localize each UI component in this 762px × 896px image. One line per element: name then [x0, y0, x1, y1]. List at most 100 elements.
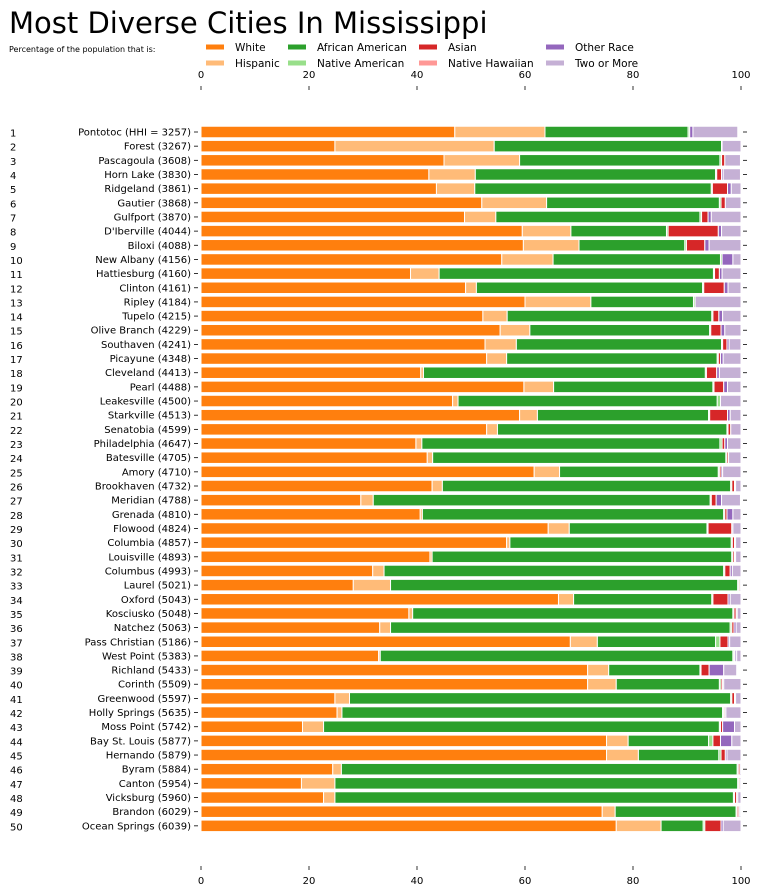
- bar-segment: [200, 564, 374, 578]
- rank-label: 3: [10, 157, 16, 168]
- bar-segment: [721, 139, 742, 153]
- bar-segment: [482, 309, 508, 323]
- bar-segment: [410, 267, 440, 280]
- bar-segment: [715, 635, 721, 649]
- rank-label: 49: [10, 808, 23, 819]
- bar-row: 47 Canton (5954): [10, 777, 747, 791]
- bar-segment: [334, 777, 739, 790]
- bar-row: 49 Brandon (6029): [10, 805, 747, 819]
- category-label: Pascagoula (3608): [98, 156, 191, 167]
- rank-label: 19: [10, 383, 23, 394]
- legend-swatch: [546, 44, 564, 50]
- bar-segment: [569, 635, 598, 649]
- rank-label: 9: [10, 242, 16, 253]
- bar-segment: [421, 437, 721, 450]
- rank-label: 16: [10, 341, 23, 352]
- bar-row: 48 Vicksburg (5960): [10, 791, 747, 805]
- bar-segment: [728, 338, 742, 351]
- rank-label: 18: [10, 369, 23, 380]
- bar-segment: [732, 508, 742, 521]
- bar-row: 4 Horn Lake (3830): [10, 168, 747, 182]
- bar-row: 11 Hattiesburg (4160): [10, 267, 747, 281]
- category-label: Natchez (5063): [114, 623, 191, 634]
- rank-label: 12: [10, 284, 23, 295]
- bar-segment: [200, 210, 466, 224]
- category-label: Clinton (4161): [119, 283, 191, 294]
- bar-segment: [431, 550, 733, 564]
- bar-segment: [708, 663, 725, 677]
- bar-segment: [722, 338, 728, 351]
- category-label: Biloxi (4088): [128, 241, 191, 252]
- bar-segment: [383, 564, 725, 578]
- rank-label: 27: [10, 497, 23, 508]
- bar-segment: [352, 578, 392, 592]
- bar-segment: [475, 281, 704, 295]
- bar-segment: [606, 748, 639, 762]
- bar-segment: [441, 479, 732, 493]
- bar-segment: [200, 281, 467, 295]
- bar-segment: [200, 663, 589, 677]
- rank-label: 4: [10, 171, 16, 182]
- bar-row: 26 Brookhaven (4732): [10, 479, 747, 494]
- category-label: Kosciusko (5048): [106, 609, 191, 620]
- bar-segment: [705, 366, 718, 379]
- bar-segment: [716, 168, 723, 181]
- bar-segment: [200, 479, 433, 493]
- category-label: Amory (4710): [122, 467, 191, 478]
- bar-row: 28 Grenada (4810): [10, 508, 747, 522]
- bar-segment: [553, 380, 714, 394]
- bar-segment: [522, 239, 580, 252]
- rank-label: 25: [10, 468, 23, 479]
- bar-segment: [722, 465, 742, 479]
- bar-segment: [715, 493, 723, 507]
- bar-segment: [736, 649, 742, 663]
- bar-segment: [713, 380, 725, 394]
- bar-segment: [200, 408, 521, 422]
- bar-segment: [200, 465, 535, 479]
- bar-segment: [200, 692, 336, 705]
- bar-row: 19 Pearl (4488): [10, 380, 747, 394]
- rank-label: 6: [10, 199, 16, 210]
- bar-segment: [720, 748, 726, 762]
- rank-label: 48: [10, 794, 23, 805]
- bar-segment: [737, 791, 742, 804]
- bar-segment: [546, 196, 720, 210]
- x-tick-label: 40: [411, 70, 424, 81]
- bar-row: 35 Kosciusko (5048): [10, 607, 747, 621]
- bar-segment: [557, 593, 575, 606]
- bar-row: 21 Starkville (4513): [10, 408, 747, 423]
- bar-segment: [200, 734, 608, 748]
- legend-swatch: [206, 44, 224, 50]
- bar-segment: [721, 493, 741, 507]
- bar-segment: [200, 196, 483, 210]
- category-label: Louisville (4893): [108, 552, 191, 563]
- bar-segment: [552, 253, 721, 266]
- bar-row: 7 Gulfport (3870): [10, 210, 747, 224]
- bar-row: 37 Pass Christian (5186): [10, 635, 747, 649]
- category-label: Richland (5433): [111, 666, 191, 677]
- bar-segment: [724, 154, 741, 167]
- bar-row: 33 Laurel (5021): [10, 578, 747, 593]
- category-label: Brookhaven (4732): [95, 482, 191, 493]
- bar-segment: [200, 295, 526, 309]
- rank-label: 31: [10, 553, 23, 564]
- bar-segment: [200, 267, 412, 280]
- legend-swatch: [288, 44, 306, 50]
- bar-segment: [529, 323, 711, 337]
- bar-row: 8 D'Iberville (4044): [10, 224, 747, 239]
- bar-segment: [200, 550, 431, 564]
- bar-segment: [349, 692, 732, 705]
- rank-label: 22: [10, 426, 23, 437]
- bar-segment: [729, 635, 742, 649]
- x-tick-label: 20: [303, 876, 316, 887]
- bar-segment: [332, 762, 342, 776]
- bar-row: 17 Picayune (4348): [10, 352, 747, 366]
- bar-segment: [334, 692, 351, 705]
- bar-segment: [559, 465, 719, 479]
- bar-segment: [734, 720, 742, 733]
- bar-row: 29 Flowood (4824): [10, 522, 747, 536]
- bar-segment: [719, 394, 742, 408]
- category-label: West Point (5383): [102, 651, 191, 662]
- bar-segment: [719, 635, 729, 649]
- category-label: Greenwood (5597): [98, 694, 192, 705]
